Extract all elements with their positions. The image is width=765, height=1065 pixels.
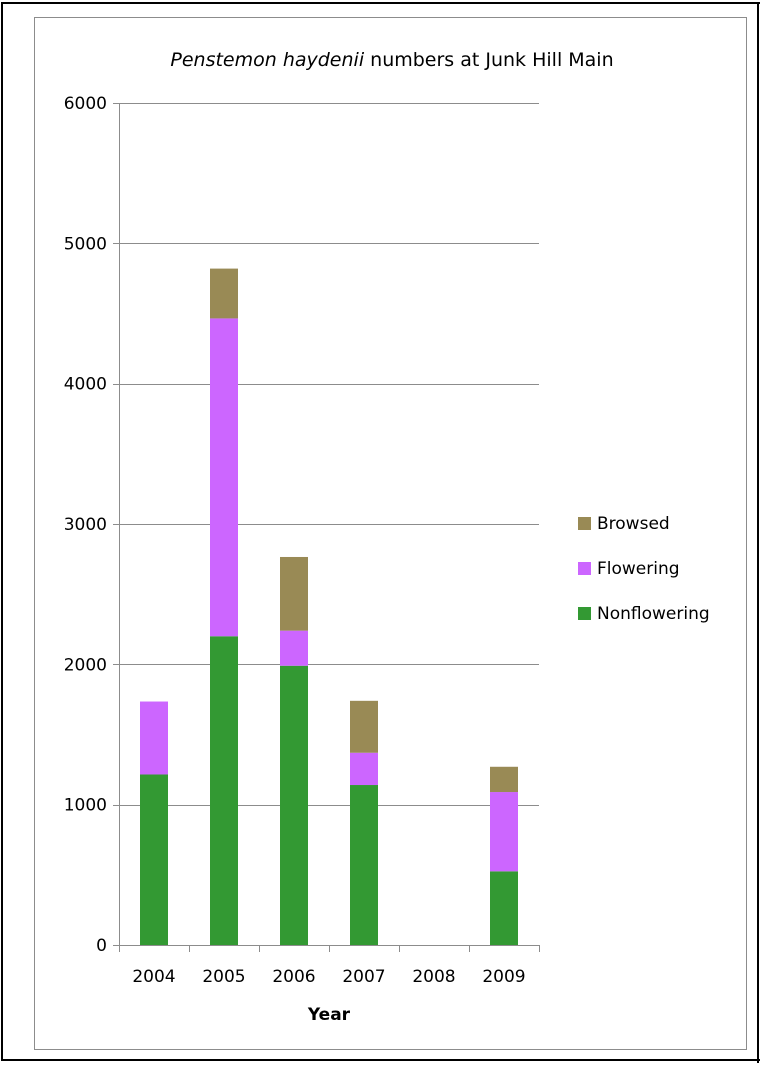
x-axis-title: Year — [307, 1005, 351, 1025]
legend-label-nonflowering: Nonflowering — [597, 604, 710, 624]
bar-2006-nonflowering — [280, 665, 308, 945]
legend-swatch-nonflowering — [578, 607, 591, 620]
bar-2009-flowering — [490, 792, 518, 872]
x-tick-label-2008: 2008 — [412, 967, 455, 987]
y-tick-labels: 0 1000 2000 3000 4000 5000 6000 — [64, 94, 107, 956]
bars — [140, 268, 518, 945]
y-tick-label-4000: 4000 — [64, 375, 107, 395]
gridlines — [119, 103, 539, 806]
chart-area — [34, 17, 747, 1050]
y-tick-label-5000: 5000 — [64, 234, 107, 254]
x-tick-labels: 2004 2005 2006 2007 2008 2009 — [132, 967, 525, 987]
axes — [113, 103, 540, 952]
x-tick-label-2006: 2006 — [272, 967, 315, 987]
frame-right-edge — [757, 2, 759, 1063]
bar-2004-nonflowering — [140, 774, 168, 945]
chart-title-italic: Penstemon haydenii — [170, 49, 364, 71]
y-tick-label-0: 0 — [96, 936, 107, 956]
y-tick-label-1000: 1000 — [64, 796, 107, 816]
bar-2007-flowering — [350, 752, 378, 786]
bar-2005-browsed — [210, 268, 238, 319]
y-tick-label-2000: 2000 — [64, 655, 107, 675]
legend-swatch-browsed — [578, 517, 591, 530]
bar-2004-flowering — [140, 701, 168, 775]
chart-title-rest: numbers at Junk Hill Main — [364, 49, 614, 71]
bar-2005-nonflowering — [210, 636, 238, 945]
x-tick-label-2005: 2005 — [202, 967, 245, 987]
x-tick-label-2004: 2004 — [132, 967, 175, 987]
y-tick-label-6000: 6000 — [64, 94, 107, 114]
x-tick-label-2009: 2009 — [482, 967, 525, 987]
bar-2007-browsed — [350, 700, 378, 753]
chart-title: Penstemon haydenii numbers at Junk Hill … — [170, 49, 613, 71]
x-tick-label-2007: 2007 — [342, 967, 385, 987]
bar-2009-browsed — [490, 766, 518, 793]
bar-2006-flowering — [280, 630, 308, 666]
legend-swatch-flowering — [578, 562, 591, 575]
legend-label-browsed: Browsed — [597, 514, 670, 534]
bar-2009-nonflowering — [490, 871, 518, 945]
bar-2007-nonflowering — [350, 785, 378, 945]
legend-label-flowering: Flowering — [597, 559, 680, 579]
y-tick-label-3000: 3000 — [64, 515, 107, 535]
bar-2006-browsed — [280, 556, 308, 631]
legend: Browsed Flowering Nonflowering — [578, 514, 710, 624]
bar-2005-flowering — [210, 318, 238, 637]
